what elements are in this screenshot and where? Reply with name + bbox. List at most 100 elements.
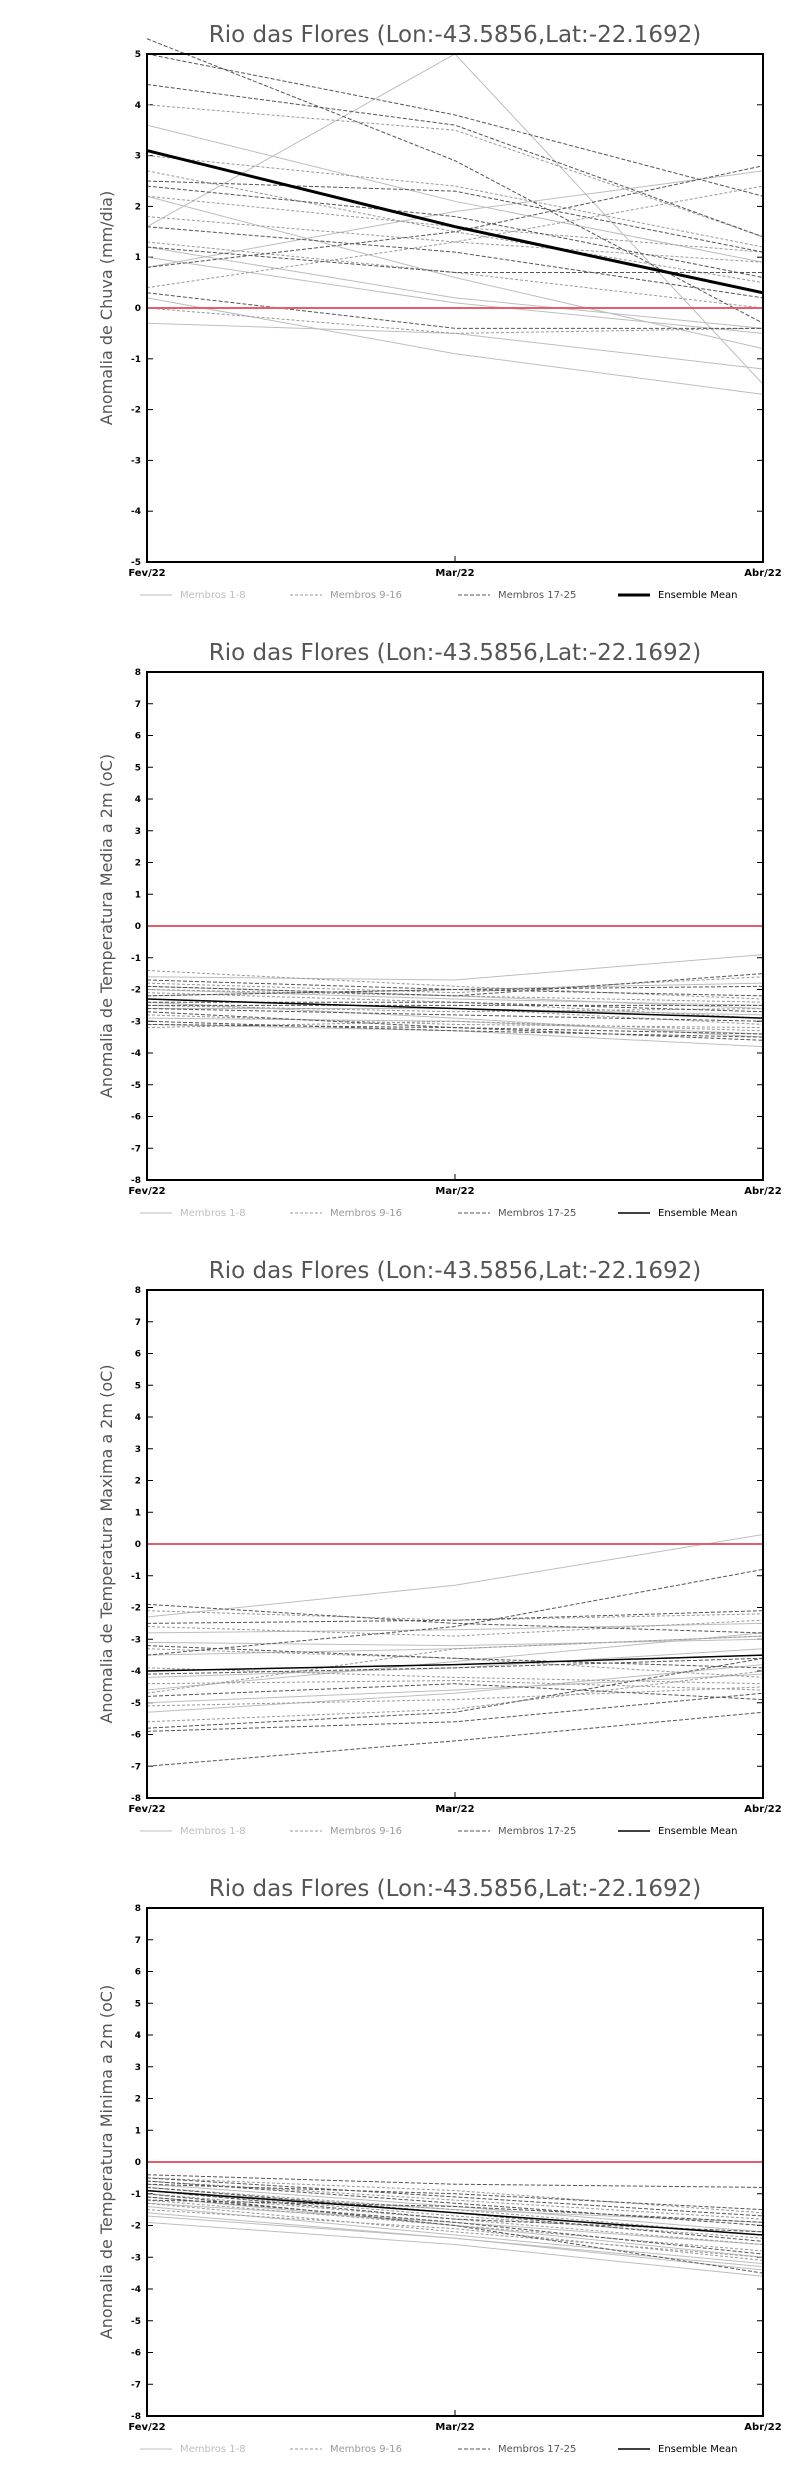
member-series-line [146,2212,764,2271]
y-tick-label: 2 [135,2095,141,2105]
member-series-line [146,989,764,1006]
member-series-line [146,992,764,1019]
legend-label: Ensemble Mean [658,1208,737,1219]
y-tick-label: 0 [135,922,141,932]
y-tick-label: 6 [135,732,141,742]
y-tick-label: -2 [131,406,141,416]
member-series-line [146,1610,764,1624]
member-series-line [146,2186,764,2236]
y-tick-label: 5 [135,763,141,773]
legend-label: Membros 17-25 [498,1208,576,1219]
member-series-line [146,954,764,981]
y-tick-label: 8 [135,1904,141,1914]
member-series-line [146,195,764,253]
member-series-line [146,246,764,329]
y-tick-label: -7 [131,2380,141,2390]
member-series-line [146,53,764,385]
x-tick-label: Abr/22 [744,568,781,579]
x-tick-label: Fev/22 [128,1804,165,1815]
y-axis-label: Anomalia de Temperatura Media a 2m (oC) [97,754,116,1098]
chart-panel-min-temperature: Rio das Flores (Lon:-43.5856,Lat:-22.169… [0,1854,800,2472]
y-tick-label: -6 [131,1113,141,1123]
y-tick-label: 8 [135,1286,141,1296]
member-series-line [146,979,764,997]
x-tick-label: Mar/22 [435,1186,474,1197]
member-series-line [146,2193,764,2274]
y-tick-label: -1 [131,2190,141,2200]
member-series-line [146,180,764,253]
member-series-line [146,1014,764,1029]
member-series-line [146,989,764,1003]
plot-frame [146,1289,764,1799]
y-tick-label: -4 [131,2285,141,2295]
legend-label: Membros 17-25 [498,1826,576,1837]
y-tick-label: 3 [135,827,141,837]
x-tick-label: Abr/22 [744,2422,781,2433]
y-tick-label: -6 [131,1731,141,1741]
y-tick-label: 4 [135,101,141,111]
member-series-line [146,124,764,263]
y-tick-label: -4 [131,1049,141,1059]
legend-label: Ensemble Mean [658,2444,737,2455]
member-series-line [146,1619,764,1637]
x-tick-label: Fev/22 [128,2422,165,2433]
legend-label: Membros 9-16 [330,1208,402,1219]
member-series-line [146,1657,764,1729]
chart-svg: Rio das Flores (Lon:-43.5856,Lat:-22.169… [97,1258,782,1837]
y-tick-label: -6 [131,2349,141,2359]
member-series-line [146,1008,764,1022]
member-series-line [146,1648,764,1678]
y-axis-label: Anomalia de Temperatura Maxima a 2m (oC) [97,1364,116,1723]
member-series-line [146,256,764,334]
chart-title: Rio das Flores (Lon:-43.5856,Lat:-22.169… [209,22,701,48]
member-series-line [146,216,764,263]
member-series-line [146,2186,764,2242]
y-tick-label: 4 [135,1413,141,1423]
y-tick-label: -4 [131,507,141,517]
member-series-line [146,2199,764,2252]
ensemble-mean-line [146,998,764,1019]
member-series-line [146,973,764,997]
member-series-line [146,2190,764,2223]
member-series-line [146,1680,764,1691]
y-tick-label: 0 [135,1540,141,1550]
y-tick-label: 4 [135,2031,141,2041]
member-series-line [146,297,764,395]
y-tick-label: -5 [131,2317,141,2327]
y-tick-label: 5 [135,50,141,60]
member-series-line [146,1023,764,1035]
member-series-line [146,1711,764,1767]
y-tick-label: -5 [131,558,141,568]
legend-label: Membros 17-25 [498,590,576,601]
member-series-line [146,1004,764,1013]
legend-label: Membros 9-16 [330,2444,402,2455]
member-series-line [146,1533,764,1618]
y-tick-label: -8 [131,1176,141,1186]
ensemble-mean-line [146,1654,764,1672]
x-tick-label: Fev/22 [128,1186,165,1197]
y-tick-label: 0 [135,2158,141,2168]
member-series-line [146,1638,764,1647]
y-tick-label: -2 [131,986,141,996]
chart-title: Rio das Flores (Lon:-43.5856,Lat:-22.169… [209,1258,701,1284]
member-series-line [146,1673,764,1704]
y-tick-label: -4 [131,1667,141,1677]
y-tick-label: -8 [131,2412,141,2422]
y-tick-label: -7 [131,1762,141,1772]
member-series-line [146,322,764,370]
member-series-line [146,1667,764,1685]
member-series-line [146,1632,764,1691]
member-series-line [146,2215,764,2268]
member-series-line [146,2177,764,2214]
member-series-line [146,2180,764,2226]
member-series-line [146,1686,764,1707]
y-tick-label: -5 [131,1081,141,1091]
legend-label: Membros 1-8 [180,2444,246,2455]
member-series-line [146,1683,764,1701]
y-tick-label: -3 [131,456,141,466]
y-tick-label: 2 [135,859,141,869]
member-series-line [146,2221,764,2277]
member-series-line [146,1657,764,1675]
member-series-line [146,185,764,289]
y-tick-label: 0 [135,304,141,314]
